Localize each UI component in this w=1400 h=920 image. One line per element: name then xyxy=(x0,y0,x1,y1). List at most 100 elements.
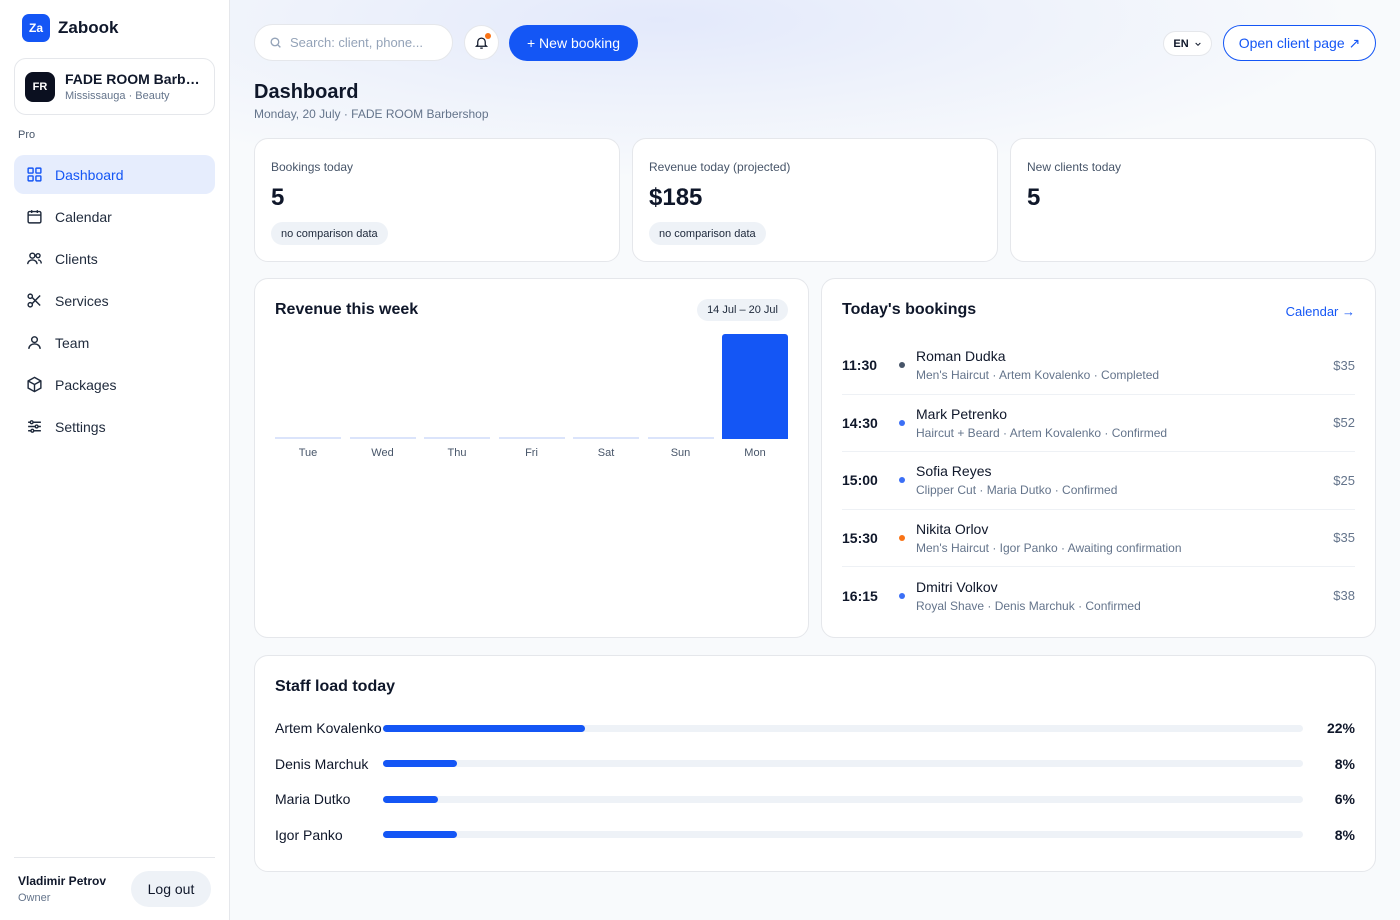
bar-baseline xyxy=(498,437,565,439)
business-subtitle: Mississauga · Beauty xyxy=(65,90,170,102)
stat-value: $185 xyxy=(649,184,703,211)
bar-baseline xyxy=(349,437,416,439)
sidebar-item-label: Packages xyxy=(55,376,117,393)
search-input[interactable] xyxy=(290,35,440,50)
booking-time: 14:30 xyxy=(842,414,878,431)
booking-row[interactable]: 15:30 Nikita Orlov Men's Haircut · Igor Pa… xyxy=(842,510,1355,567)
bar-label: Wed xyxy=(371,447,394,459)
bar-label: Tue xyxy=(298,447,318,459)
load-track xyxy=(383,760,1303,767)
booking-detail: Men's Haircut · Artem Kovalenko · Comple… xyxy=(916,368,1160,383)
business-avatar: FR xyxy=(25,71,55,102)
sidebar-item-label: Services xyxy=(55,292,109,309)
stat-label: Bookings today xyxy=(271,160,354,174)
open-client-page-button[interactable]: Open client page ↗ xyxy=(1223,25,1376,61)
load-bar xyxy=(383,724,586,732)
sidebar-item-services[interactable]: Services xyxy=(14,281,215,320)
client-name: Mark Petrenko xyxy=(916,405,1008,422)
load-bar xyxy=(383,760,457,767)
brand[interactable]: Za Zabook xyxy=(22,14,118,42)
stat-card-revenue: Revenue today (projected) $185 no compar… xyxy=(632,138,998,262)
sidebar-item-dashboard[interactable]: Dashboard xyxy=(14,155,215,194)
load-track xyxy=(383,795,1303,803)
user-role: Owner xyxy=(18,892,51,904)
booking-price: $35 xyxy=(1333,357,1355,373)
bar-baseline xyxy=(647,437,714,439)
staff-load-row: Denis Marchuk 8% xyxy=(275,754,1355,774)
business-switcher[interactable]: FR FADE ROOM Barbershop Mississauga · Be… xyxy=(14,58,215,115)
page-subtitle: Monday, 20 July · FADE ROOM Barbershop xyxy=(254,107,489,121)
status-dot xyxy=(899,592,905,599)
staff-name: Igor Panko xyxy=(275,826,343,843)
booking-price: $35 xyxy=(1333,530,1355,546)
grid-icon xyxy=(27,167,42,182)
status-dot xyxy=(899,419,905,426)
user-icon xyxy=(28,336,41,349)
booking-price: $25 xyxy=(1333,472,1355,488)
booking-row[interactable]: 15:00 Sofia Reyes Clipper Cut · Maria Dutk… xyxy=(842,452,1355,510)
sidebar-item-settings[interactable]: Settings xyxy=(14,407,215,446)
load-percent: 8% xyxy=(1334,826,1355,843)
load-bar xyxy=(383,831,457,838)
search-box[interactable] xyxy=(254,24,453,61)
bar-label: Sat xyxy=(597,447,615,459)
sidebar-item-label: Settings xyxy=(55,418,106,435)
booking-time: 16:15 xyxy=(842,587,878,604)
bell-icon xyxy=(474,37,489,49)
sidebar-item-label: Team xyxy=(55,334,90,351)
staff-load-card: Staff load today Artem Kovalenko 22% Denis… xyxy=(254,655,1376,872)
bar-label: Sun xyxy=(670,447,691,459)
load-bar xyxy=(383,795,439,803)
staff-name: Artem Kovalenko xyxy=(275,720,382,736)
business-name: FADE ROOM Barbershop xyxy=(65,71,204,87)
language-select[interactable]: EN xyxy=(1163,31,1212,56)
staff-load-row: Maria Dutko 6% xyxy=(275,789,1355,809)
status-dot xyxy=(899,362,905,369)
booking-row[interactable]: 14:30 Mark Petrenko Haircut + Beard · Arte… xyxy=(842,395,1355,452)
new-booking-button[interactable]: + New booking xyxy=(509,25,638,61)
logout-button[interactable]: Log out xyxy=(131,871,211,907)
scissors-icon xyxy=(27,293,41,308)
booking-detail: Clipper Cut · Maria Dutko · Confirmed xyxy=(916,483,1118,498)
load-track xyxy=(383,831,1303,838)
sliders-icon xyxy=(28,420,41,433)
client-name: Dmitri Volkov xyxy=(916,578,998,595)
search-icon xyxy=(270,37,281,48)
sidebar-item-calendar[interactable]: Calendar xyxy=(14,197,215,236)
sidebar-item-packages[interactable]: Packages xyxy=(14,365,215,404)
card-title: Staff load today xyxy=(275,678,396,695)
stat-card-new-clients: New clients today 5 xyxy=(1010,138,1376,262)
stat-note: no comparison data xyxy=(271,222,388,245)
staff-name: Maria Dutko xyxy=(275,791,351,807)
revenue-bar[interactable] xyxy=(722,334,788,439)
calendar-link[interactable]: Calendar → xyxy=(1285,304,1355,319)
load-percent: 8% xyxy=(1334,755,1355,772)
box-icon xyxy=(27,376,42,393)
sidebar-item-label: Calendar xyxy=(55,208,112,225)
sidebar-item-clients[interactable]: Clients xyxy=(14,239,215,278)
booking-row[interactable]: 16:15 Dmitri Volkov Royal Shave · Denis Ma… xyxy=(842,567,1355,625)
booking-price: $52 xyxy=(1333,415,1355,431)
date-range-badge: 14 Jul – 20 Jul xyxy=(697,299,788,321)
stat-label: Revenue today (projected) xyxy=(649,160,791,174)
notifications-button[interactable] xyxy=(464,25,499,60)
sidebar-item-team[interactable]: Team xyxy=(14,323,215,362)
stat-note: no comparison data xyxy=(649,222,766,245)
chevron-down-icon xyxy=(1194,42,1201,46)
booking-price: $38 xyxy=(1333,588,1355,604)
client-name: Sofia Reyes xyxy=(916,463,992,480)
bar-label: Thu xyxy=(447,447,467,459)
stat-value: 5 xyxy=(271,184,285,211)
booking-detail: Haircut + Beard · Artem Kovalenko · Conf… xyxy=(916,425,1168,440)
staff-load-row: Artem Kovalenko 22% xyxy=(275,718,1355,738)
status-dot xyxy=(899,534,905,541)
sidebar-item-label: Clients xyxy=(55,250,98,267)
booking-time: 15:30 xyxy=(842,529,878,546)
booking-row[interactable]: 11:30 Roman Dudka Men's Haircut · Artem Ko… xyxy=(842,337,1355,395)
sidebar-item-label: Dashboard xyxy=(55,166,124,183)
stat-value: 5 xyxy=(1027,184,1041,211)
booking-detail: Royal Shave · Denis Marchuk · Confirmed xyxy=(916,598,1141,613)
bar-baseline xyxy=(424,437,490,439)
user-panel: Vladimir Petrov Owner Log out xyxy=(14,857,215,920)
bar-baseline xyxy=(275,437,341,439)
